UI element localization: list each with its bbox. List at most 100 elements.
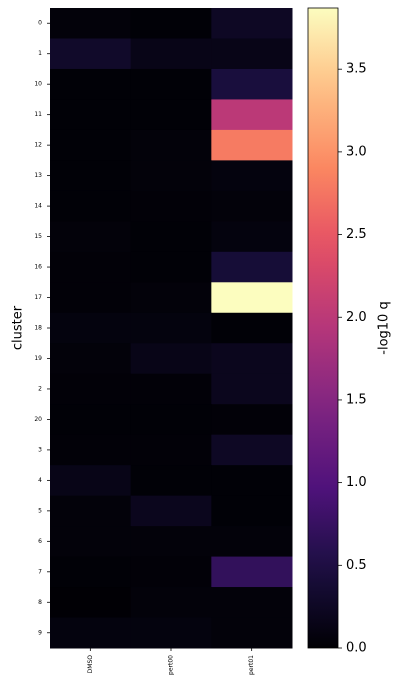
- heatmap-cell: [130, 190, 212, 222]
- heatmap-cell: [50, 8, 132, 39]
- heatmap-cell: [50, 404, 132, 436]
- heatmap-cell: [211, 617, 293, 649]
- y-tick-label: 10: [34, 81, 42, 88]
- y-tick-label: 8: [38, 599, 42, 606]
- heatmap-cell: [50, 190, 132, 222]
- heatmap-cell: [50, 556, 132, 588]
- y-tick-label: 11: [34, 111, 42, 118]
- heatmap-cell: [50, 587, 132, 619]
- y-tick-label: 13: [34, 172, 42, 179]
- heatmap-cell: [211, 404, 293, 436]
- heatmap-cell: [211, 373, 293, 405]
- heatmap-cell: [130, 526, 212, 558]
- heatmap-cell: [211, 221, 293, 253]
- heatmap-cell: [211, 129, 293, 161]
- heatmap-cell: [211, 465, 293, 497]
- y-tick-label: 1: [38, 50, 42, 57]
- heatmap-cell: [211, 343, 293, 375]
- colorbar-frame: [307, 7, 339, 649]
- colorbar-tick-label: 2.5: [346, 227, 367, 242]
- heatmap-cell: [130, 68, 212, 100]
- y-tick-label: 4: [38, 477, 42, 484]
- heatmap-cell: [130, 160, 212, 192]
- heatmap-cell: [211, 251, 293, 283]
- colorbar-tick-label: 0.5: [346, 558, 367, 573]
- heatmap-cell: [130, 129, 212, 161]
- heatmap-cell: [130, 8, 212, 39]
- heatmap-cell: [211, 495, 293, 527]
- colorbar-tick-label: 3.0: [346, 144, 367, 159]
- heatmap-cell: [130, 434, 212, 466]
- heatmap-cell: [211, 38, 293, 70]
- heatmap-cell: [130, 495, 212, 527]
- heatmap-cell: [50, 312, 132, 344]
- heatmap-cell: [50, 282, 132, 314]
- heatmap-cell: [50, 617, 132, 649]
- y-axis-label: cluster: [11, 305, 26, 350]
- y-tick-label: 12: [34, 142, 42, 149]
- colorbar: [308, 8, 338, 648]
- y-tick-label: 0: [38, 20, 42, 27]
- y-tick-label: 6: [38, 538, 42, 545]
- heatmap-cell: [50, 434, 132, 466]
- heatmap-cell: [211, 282, 293, 314]
- y-tick-label: 2: [38, 385, 42, 392]
- heatmap-cell: [211, 526, 293, 558]
- heatmap-cell: [130, 373, 212, 405]
- y-tick-label: 17: [34, 294, 42, 301]
- heatmap-cell: [211, 68, 293, 100]
- heatmap-cell: [211, 8, 293, 39]
- heatmap-cell: [50, 526, 132, 558]
- heatmap-cell: [50, 221, 132, 253]
- y-tick-label: 5: [38, 507, 42, 514]
- colorbar-tick-label: 3.5: [346, 62, 367, 77]
- heatmap-cell: [211, 434, 293, 466]
- x-tick-label: pert00: [168, 655, 175, 675]
- heatmap-cell: [130, 343, 212, 375]
- colorbar-tick-label: 2.0: [346, 310, 367, 325]
- heatmap-cell: [50, 495, 132, 527]
- heatmap-cell: [211, 99, 293, 131]
- heatmap-cell: [211, 587, 293, 619]
- heatmap-cell: [130, 465, 212, 497]
- colorbar-tick-label: 1.0: [346, 475, 367, 490]
- y-tick-label: 9: [38, 629, 42, 636]
- heatmap-cell: [130, 587, 212, 619]
- x-tick-label: DMSO: [87, 655, 94, 674]
- heatmap-cell: [50, 68, 132, 100]
- heatmap-cell: [130, 282, 212, 314]
- y-tick-label: 19: [34, 355, 42, 362]
- colorbar-tick-label: 1.5: [346, 392, 367, 407]
- heatmap-cell: [211, 160, 293, 192]
- heatmap-cell: [50, 38, 132, 70]
- heatmap-cell: [130, 312, 212, 344]
- heatmap-cell: [50, 465, 132, 497]
- y-tick-label: 20: [34, 416, 42, 423]
- heatmap-cell: [130, 99, 212, 131]
- heatmap-cell: [50, 160, 132, 192]
- y-tick-label: 15: [34, 233, 42, 240]
- heatmap-cell: [130, 617, 212, 649]
- y-tick-label: 16: [34, 264, 42, 271]
- heatmap-cell: [130, 404, 212, 436]
- heatmap-cell: [130, 38, 212, 70]
- y-tick-label: 7: [38, 568, 42, 575]
- colorbar-tick-label: 0.0: [346, 641, 367, 656]
- heatmap-cell: [130, 251, 212, 283]
- heatmap-cell: [211, 190, 293, 222]
- heatmap-cell: [50, 129, 132, 161]
- heatmap-cell: [50, 343, 132, 375]
- x-tick-label: pert01: [248, 655, 255, 675]
- heatmap-cell: [50, 251, 132, 283]
- y-tick-label: 3: [38, 446, 42, 453]
- y-tick-label: 18: [34, 325, 42, 332]
- heatmap-cell: [130, 556, 212, 588]
- heatmap-cell: [50, 99, 132, 131]
- heatmap-cell: [130, 221, 212, 253]
- y-tick-label: 14: [34, 203, 42, 210]
- heatmap-cell: [211, 312, 293, 344]
- colorbar-label: -log10 q: [377, 301, 392, 354]
- heatmap-cell: [211, 556, 293, 588]
- heatmap-cell: [50, 373, 132, 405]
